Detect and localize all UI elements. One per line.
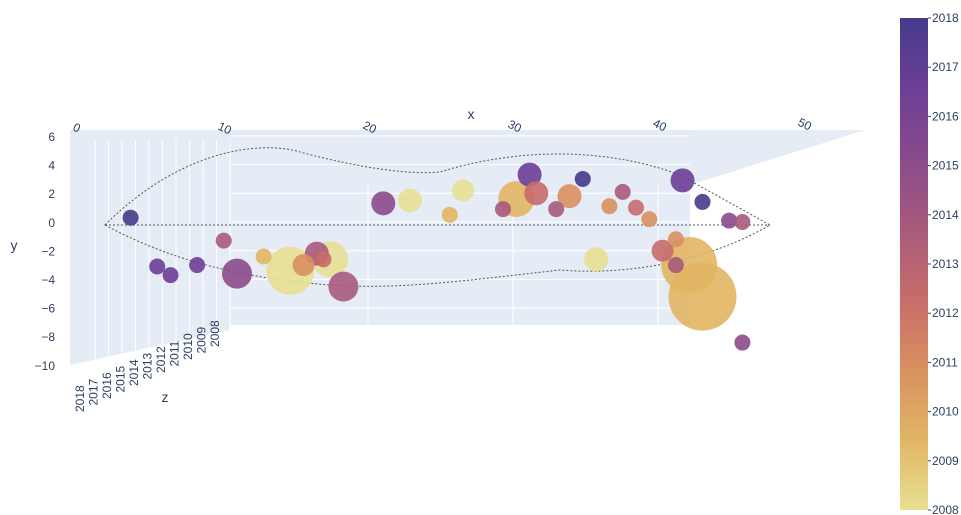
y-axis-ticks: 6 4 2 0 −2 −4 −6 −8 −10 [35, 130, 56, 373]
data-point [641, 211, 658, 228]
data-point [721, 212, 738, 229]
z-tick-label: 2010 [181, 333, 195, 360]
data-point [215, 232, 232, 249]
data-point [292, 254, 315, 277]
data-point [397, 188, 422, 213]
data-point [524, 181, 549, 206]
data-point [222, 258, 252, 289]
colorbar-ticks: 2018 2017 2016 2015 2014 2013 2012 2011 2010 2009… [928, 11, 959, 515]
colorbar-tick-label: 2009 [932, 454, 959, 468]
gridlines [94, 135, 690, 360]
data-point [548, 201, 565, 218]
x-tick-label: 30 [506, 117, 524, 135]
data-point [189, 257, 206, 274]
x-axis-title: x [468, 106, 475, 122]
z-tick-label: 2013 [141, 352, 155, 379]
data-point [452, 179, 475, 202]
y-tick-label: −2 [41, 244, 55, 258]
z-tick-label: 2017 [87, 378, 101, 405]
data-point [734, 214, 751, 230]
y-axis-title: y [11, 237, 18, 253]
data-point [584, 247, 609, 272]
data-point [517, 162, 542, 187]
x-tick-label: 50 [796, 115, 814, 133]
data-point [667, 231, 684, 248]
scene-3d[interactable] [70, 130, 865, 365]
fish-outline [104, 147, 772, 287]
z-tick-label: 2009 [195, 326, 209, 353]
colorbar-tick-label: 2013 [932, 257, 959, 271]
y-tick-label: 2 [48, 187, 55, 201]
colorbar-tick-label: 2014 [932, 208, 959, 222]
data-point [614, 183, 631, 200]
z-tick-label: 2011 [168, 340, 182, 366]
z-tick-label: 2012 [154, 346, 168, 373]
data-point [670, 168, 695, 193]
data-point [122, 209, 139, 226]
colorbar-tick-label: 2017 [932, 60, 959, 74]
x-tick-label: 20 [361, 118, 379, 136]
z-tick-label: 2014 [127, 359, 141, 386]
y-tick-label: 6 [48, 130, 55, 144]
colorbar-gradient [900, 18, 928, 510]
y-tick-label: 0 [48, 216, 55, 230]
data-point [694, 193, 711, 210]
data-point [495, 201, 511, 218]
data-point [441, 206, 458, 223]
y-tick-label: −10 [35, 359, 56, 373]
data-point [734, 334, 751, 351]
data-point [574, 170, 591, 187]
data-point [661, 237, 718, 294]
colorbar-tick-label: 2008 [932, 503, 959, 515]
colorbar-tick-label: 2010 [932, 405, 959, 419]
z-tick-label: 2018 [73, 385, 87, 412]
z-tick-label: 2016 [100, 372, 114, 399]
colorbar-tick-label: 2012 [932, 306, 959, 320]
x-axis-ticks: 0 10 20 30 40 50 [71, 115, 814, 137]
data-markers [122, 162, 751, 351]
z-tick-label: 2008 [208, 320, 222, 347]
y-tick-label: −4 [41, 273, 55, 287]
data-point [557, 184, 582, 209]
y-tick-label: −8 [41, 330, 55, 344]
z-axis-ticks: 2018 2017 2016 2015 2014 2013 2012 2011 2010 2009… [73, 320, 222, 412]
data-point [149, 258, 166, 275]
x-tick-label: 40 [651, 116, 669, 134]
colorbar-tick-label: 2016 [932, 109, 959, 123]
data-point [162, 267, 179, 284]
data-point [371, 191, 396, 216]
data-point [628, 199, 644, 216]
colorbar-tick-label: 2015 [932, 159, 959, 173]
y-tick-label: 4 [48, 159, 55, 173]
z-axis-title: z [162, 389, 169, 405]
z-tick-label: 2015 [114, 365, 128, 392]
colorbar: 2018 2017 2016 2015 2014 2013 2012 2011 2010 2009… [900, 11, 959, 515]
y-tick-label: −6 [41, 302, 55, 316]
data-point [255, 248, 272, 265]
data-point [315, 251, 332, 268]
colorbar-tick-label: 2011 [932, 355, 958, 369]
data-point [328, 271, 359, 302]
data-point [667, 257, 684, 274]
data-point [651, 239, 674, 262]
x-tick-label: 10 [216, 119, 234, 137]
colorbar-tick-label: 2018 [932, 11, 959, 25]
data-point [601, 198, 618, 215]
